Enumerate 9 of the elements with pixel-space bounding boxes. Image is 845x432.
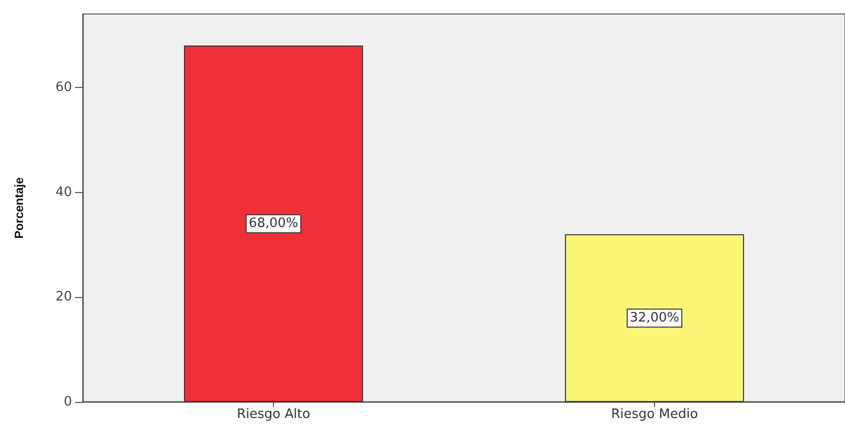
y-tick-label: 60 bbox=[55, 80, 72, 95]
y-tick-label: 40 bbox=[55, 184, 72, 200]
data-label: 32,00% bbox=[630, 310, 680, 326]
data-label: 68,00% bbox=[248, 216, 298, 232]
y-tick-label: 0 bbox=[64, 394, 72, 410]
y-axis-title: Porcentaje bbox=[12, 176, 26, 239]
x-tick-label: Riesgo Medio bbox=[611, 407, 698, 422]
x-tick-label: Riesgo Alto bbox=[236, 407, 310, 422]
y-tick-label: 20 bbox=[55, 290, 72, 305]
